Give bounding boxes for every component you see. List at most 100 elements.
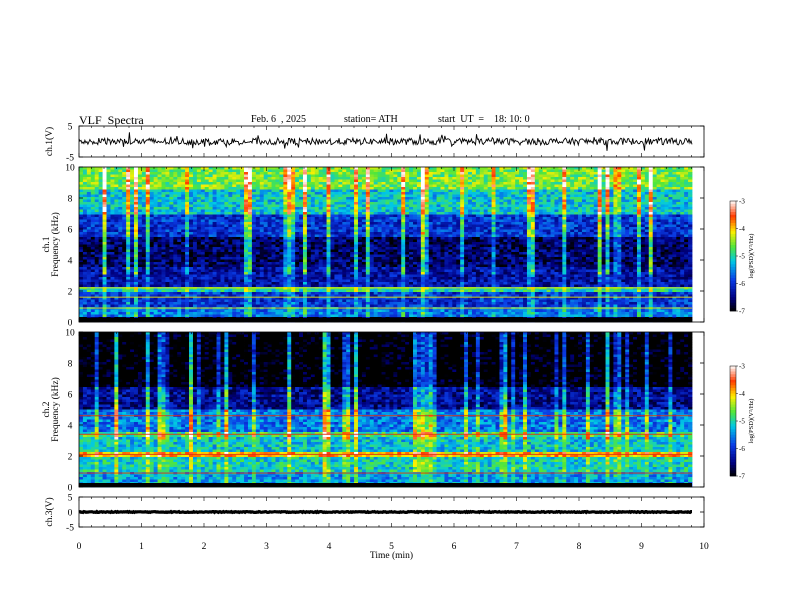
spectro-cell — [609, 189, 614, 193]
spectro-cell — [585, 177, 591, 180]
spectro-cell — [126, 212, 131, 215]
spectro-cell — [173, 207, 178, 210]
spectro-cell — [609, 187, 614, 190]
spectro-cell — [593, 224, 599, 228]
spectro-cell — [672, 244, 677, 248]
spectro-cell — [314, 184, 320, 188]
spectro-cell — [487, 222, 492, 225]
spectro-cell — [153, 172, 158, 175]
spectro-cell — [181, 174, 186, 178]
spectro-cell — [668, 212, 673, 215]
spectro-cell — [633, 197, 638, 200]
spectro-cell — [90, 179, 96, 183]
spectro-cell — [676, 172, 681, 175]
spectro-cell — [416, 184, 422, 188]
spectro-cell — [660, 232, 665, 235]
spectro-cell — [350, 217, 355, 220]
spectro-cell — [581, 224, 587, 228]
spectro-cell — [287, 199, 292, 203]
spectro-cell — [688, 177, 693, 180]
spectro-cell — [342, 174, 347, 178]
spectro-cell — [228, 197, 233, 200]
spectro-cell — [110, 207, 115, 210]
spectro-cell — [283, 179, 288, 183]
spectro-cell — [157, 189, 162, 193]
spectro-cell — [271, 197, 276, 200]
spectro-cell — [664, 177, 669, 180]
spectro-cell — [464, 242, 469, 245]
spectro-cell — [688, 229, 693, 233]
spectro-cell — [291, 194, 296, 198]
spectro-cell — [526, 219, 532, 223]
spectro-cell — [593, 229, 599, 233]
spectro-cell — [204, 179, 210, 183]
spectro-cell — [405, 192, 410, 195]
spectro-cell — [617, 187, 622, 190]
spectro-cell — [361, 199, 367, 203]
spectro-cell — [558, 169, 563, 173]
spectro-cell — [613, 199, 618, 203]
spectro-cell — [440, 172, 445, 175]
spectro-cell — [668, 232, 673, 235]
spectro-cell — [189, 199, 194, 203]
spectro-cell — [306, 234, 312, 238]
spectro-cell — [79, 174, 84, 178]
spectro-cell — [684, 217, 689, 220]
spectro-cell — [393, 229, 398, 233]
spectro-cell — [145, 184, 151, 188]
spectro-cell — [114, 189, 119, 193]
spectro-cell — [354, 199, 359, 203]
spectro-cell — [416, 204, 422, 208]
spectro-cell — [456, 182, 461, 185]
spectro-cell — [287, 184, 292, 188]
spectro-cell — [574, 224, 579, 228]
spectro-cell — [621, 184, 626, 188]
spectro-cell — [189, 189, 194, 193]
spectro-cell — [416, 214, 422, 218]
spectro-cell — [134, 182, 139, 185]
spectro-cell — [688, 189, 693, 193]
spectro-cell — [141, 167, 147, 170]
spectro-cell — [448, 207, 453, 210]
spectro-cell — [534, 209, 540, 213]
spectro-cell — [523, 204, 528, 208]
spectro-cell — [519, 192, 524, 195]
spectro-cell — [263, 204, 269, 208]
spectro-cell — [79, 169, 84, 173]
spectro-cell — [98, 172, 103, 175]
spectro-cell — [153, 192, 158, 195]
spectro-cell — [629, 242, 634, 245]
spectro-cell — [381, 212, 386, 215]
spectro-cell — [680, 169, 685, 173]
spectro-cell — [149, 197, 155, 200]
spectro-cell — [240, 177, 245, 180]
spectro-cell — [185, 227, 190, 230]
spectro-cell — [240, 179, 245, 183]
spectro-cell — [98, 214, 103, 218]
spectro-cell — [581, 199, 587, 203]
spectro-cell — [291, 242, 296, 245]
spectro-cell — [558, 194, 563, 198]
spectro-cell — [389, 214, 394, 218]
spectro-cell — [503, 214, 508, 218]
spectro-cell — [397, 232, 402, 235]
spectro-cell — [306, 182, 312, 185]
spectro-cell — [98, 202, 103, 205]
spectro-cell — [656, 224, 661, 228]
spectro-cell — [534, 207, 540, 210]
spectro-cell — [137, 189, 143, 193]
spectro-cell — [157, 182, 162, 185]
spectro-cell — [511, 189, 516, 193]
spectro-cell — [644, 234, 650, 238]
spectro-cell — [350, 227, 355, 230]
spectro-cell — [122, 217, 127, 220]
spectro-cell — [460, 179, 465, 183]
spectro-cell — [436, 167, 441, 170]
spectro-cell — [244, 172, 249, 175]
spectro-cell — [204, 214, 210, 218]
spectro-cell — [251, 204, 257, 208]
spectro-cell — [318, 224, 324, 228]
spectro-cell — [369, 172, 375, 175]
spectro-cell — [149, 194, 155, 198]
spectro-cell — [585, 204, 591, 208]
